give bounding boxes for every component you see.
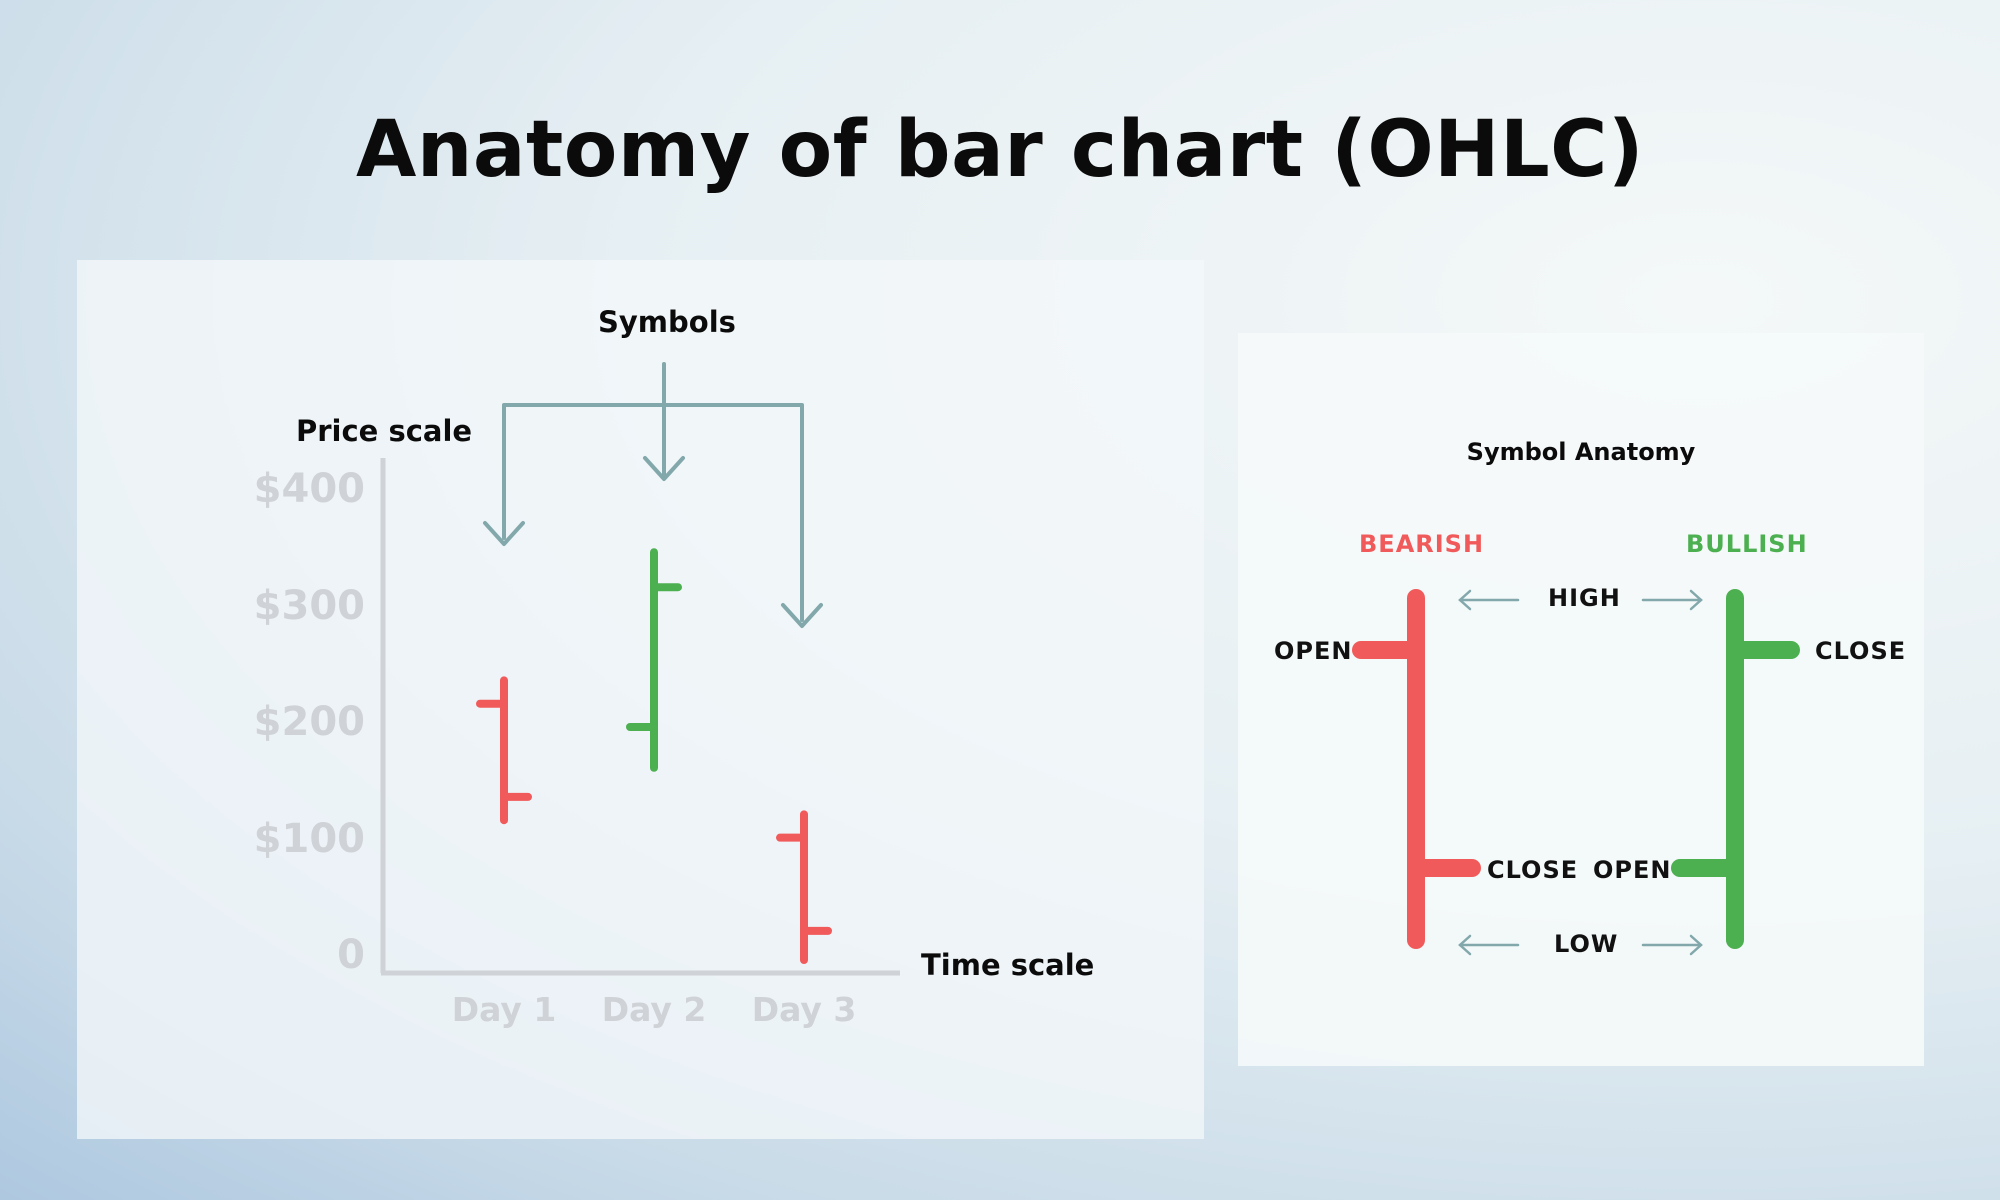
symbols-label: Symbols xyxy=(598,305,736,339)
bullish-open-label: OPEN xyxy=(1593,856,1672,884)
y-tick-label: $200 xyxy=(253,699,365,745)
ohlc-bar xyxy=(776,810,832,964)
time-scale-label: Time scale xyxy=(921,948,1095,982)
page-title: Anatomy of bar chart (OHLC) xyxy=(355,105,1645,195)
x-tick-label: Day 2 xyxy=(601,990,707,1029)
bearish-symbol xyxy=(1352,589,1481,949)
arrow-head-day2 xyxy=(643,456,685,481)
symbols-bracket xyxy=(483,362,823,628)
y-tick-label: $300 xyxy=(253,582,365,629)
low-label: LOW xyxy=(1554,930,1619,958)
high-arrows xyxy=(1458,589,1703,611)
y-tick-label: 0 xyxy=(337,932,365,978)
arrow-head-day3 xyxy=(781,603,823,628)
bullish-symbol xyxy=(1671,589,1800,949)
bullish-close-label: CLOSE xyxy=(1815,637,1907,665)
low-arrows xyxy=(1458,934,1703,956)
ohlc-bars xyxy=(476,548,832,964)
ohlc-bar xyxy=(476,676,532,825)
bearish-open-label: OPEN xyxy=(1274,637,1353,665)
symbol-anatomy-panel xyxy=(1238,333,1924,1066)
x-tick-label: Day 1 xyxy=(451,990,557,1029)
arrow-head-day1 xyxy=(483,521,525,546)
ohlc-bar xyxy=(626,548,682,772)
bullish-label: BULLISH xyxy=(1686,530,1808,558)
price-scale-label: Price scale xyxy=(296,414,473,448)
y-tick-label: $400 xyxy=(253,466,365,512)
x-tick-label: Day 3 xyxy=(751,990,857,1029)
anatomy-title: Symbol Anatomy xyxy=(1466,438,1696,466)
y-tick-label: $100 xyxy=(253,815,365,862)
high-label: HIGH xyxy=(1548,584,1621,612)
bearish-close-label: CLOSE xyxy=(1487,856,1579,884)
bearish-label: BEARISH xyxy=(1359,530,1485,558)
